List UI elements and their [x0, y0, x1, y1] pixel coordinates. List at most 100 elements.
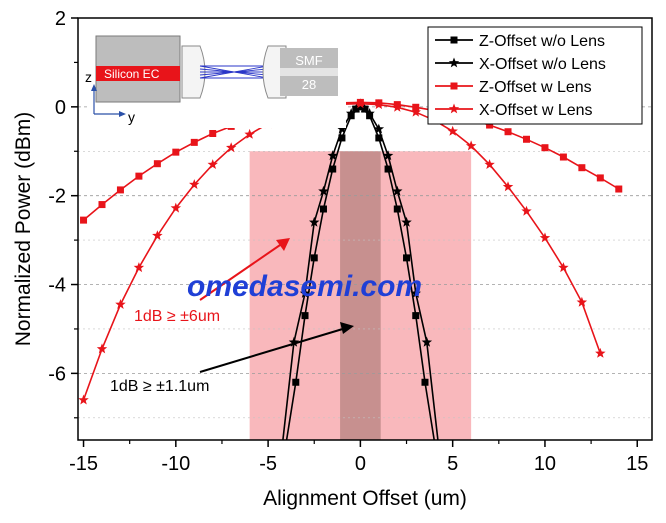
legend-item: X-Offset w Lens — [435, 102, 593, 119]
legend-label: Z-Offset w Lens — [479, 79, 592, 96]
data-point — [596, 174, 604, 182]
axis-z-label: z — [85, 69, 92, 85]
x-axis-title: Alignment Offset (um) — [263, 487, 467, 510]
data-point — [226, 142, 237, 153]
shaded-regions — [249, 151, 472, 440]
legend-marker-icon — [450, 82, 458, 90]
data-point — [355, 98, 366, 109]
data-point — [358, 102, 370, 113]
data-point — [382, 150, 394, 161]
data-point — [421, 336, 433, 347]
data-point — [80, 216, 88, 224]
data-point — [309, 216, 320, 227]
axis-y-arrowhead-icon — [119, 111, 126, 117]
data-point — [559, 153, 567, 161]
data-point — [412, 312, 420, 320]
annotation-black-arrow — [199, 327, 347, 373]
annotation-red-arrowhead-icon — [276, 238, 290, 251]
legend-item: X-Offset w/o Lens — [435, 56, 606, 73]
inset-schematic: Silicon EC SMF 28 z y — [85, 30, 346, 128]
data-point — [504, 128, 512, 136]
data-point — [578, 164, 586, 172]
y-tick-label: -4 — [48, 275, 66, 297]
legend-label: X-Offset w Lens — [479, 102, 593, 119]
data-point — [373, 99, 385, 110]
data-point — [521, 205, 532, 216]
legend-marker-icon — [448, 57, 460, 68]
left-lens-icon — [181, 45, 206, 99]
chip-waveguide — [96, 66, 180, 81]
y-tick-label: 0 — [55, 97, 66, 119]
fiber-core — [280, 68, 338, 76]
x-tick-label: 0 — [355, 453, 366, 475]
data-point — [364, 108, 375, 118]
plot-frame — [77, 17, 653, 441]
data-point — [410, 106, 421, 117]
data-point — [190, 138, 198, 146]
data-point — [410, 287, 421, 298]
y-tick-label: -2 — [48, 186, 66, 208]
data-point — [310, 254, 318, 262]
legend-label: X-Offset w/o Lens — [479, 56, 606, 73]
legend-item: Z-Offset w Lens — [435, 79, 592, 96]
data-point — [115, 299, 126, 309]
annotation-red-arrow — [199, 242, 284, 301]
beam-icon — [199, 65, 269, 79]
data-point — [189, 179, 200, 189]
data-point — [465, 140, 477, 151]
annotation-black: 1dB ≥ ±1.1um — [110, 322, 354, 395]
watermark-text: omedasemi.com — [187, 270, 422, 303]
data-point — [576, 296, 588, 307]
data-point — [319, 205, 327, 213]
legend-marker-icon — [450, 36, 458, 44]
data-point — [421, 378, 429, 386]
data-point — [209, 129, 217, 137]
y-tick-label: -6 — [48, 363, 66, 385]
data-point — [502, 181, 514, 192]
data-point — [403, 254, 411, 262]
data-point — [345, 108, 357, 118]
data-point — [78, 394, 89, 405]
x-tick-label: -15 — [69, 453, 98, 475]
x-tick-label: 10 — [534, 453, 556, 475]
legend: Z-Offset w/o Lens X-Offset w/o Lens Z-Offs… — [427, 26, 643, 125]
annotation-black-arrowhead-icon — [340, 322, 354, 334]
data-point — [373, 123, 385, 134]
annotation-red: 1dB ≥ ±6um — [134, 238, 290, 325]
data-point — [486, 121, 494, 129]
x-tick-label: 15 — [626, 453, 648, 475]
data-point — [318, 185, 329, 196]
y-axis-title: Normalized Power (dBm) — [12, 112, 35, 347]
data-point — [338, 134, 346, 142]
data-point — [135, 172, 143, 180]
axis-z-arrowhead-icon — [91, 84, 97, 91]
axis-y-label: y — [128, 109, 135, 125]
data-point — [355, 101, 366, 112]
y-tick-label: 2 — [55, 8, 66, 30]
chip-label: Silicon EC — [104, 67, 160, 81]
data-point — [327, 150, 338, 161]
x-tick-label: -5 — [259, 453, 277, 475]
data-point — [207, 159, 218, 169]
data-point — [539, 232, 551, 243]
annotation-red-text: 1dB ≥ ±6um — [134, 308, 220, 325]
data-point — [299, 287, 311, 298]
legend-label: Z-Offset w/o Lens — [479, 33, 605, 50]
data-point — [329, 165, 337, 173]
legend-item: Z-Offset w/o Lens — [435, 33, 605, 50]
data-point — [152, 230, 163, 241]
data-point — [336, 123, 348, 134]
data-point — [595, 347, 606, 358]
fiber-label-line2: 28 — [302, 77, 316, 92]
data-point — [292, 378, 300, 386]
data-point — [133, 262, 145, 273]
data-point — [301, 312, 309, 320]
data-point — [153, 160, 161, 168]
data-point — [615, 185, 623, 193]
legend-box — [427, 26, 643, 125]
legend-marker-icon — [448, 103, 460, 114]
data-point — [384, 165, 392, 173]
data-point — [401, 216, 412, 227]
data-point — [522, 135, 530, 143]
